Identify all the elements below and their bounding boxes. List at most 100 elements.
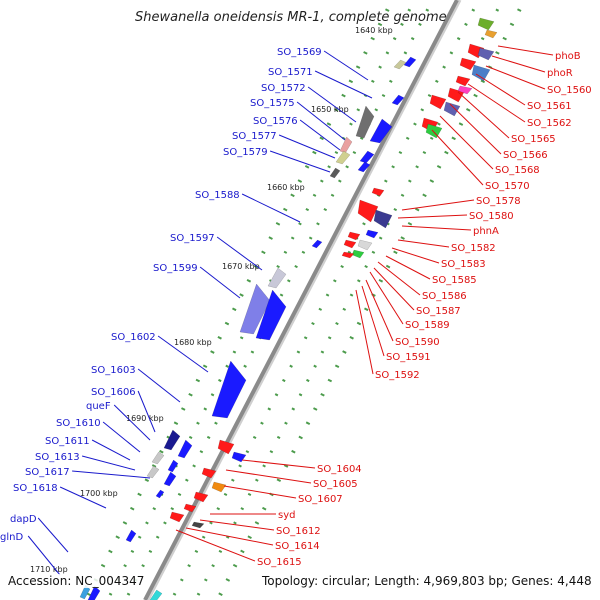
gene-label-left-11: SO_1603 <box>91 365 136 376</box>
reverse-gene-16 <box>365 229 379 239</box>
gene-layer <box>79 17 498 600</box>
reverse-gene-10 <box>443 101 461 117</box>
gene-label-right-7: SO_1568 <box>495 165 540 176</box>
gene-label-left-1: SO_1571 <box>268 67 313 78</box>
reverse-gene-12 <box>425 123 443 139</box>
gene-label-right-4: SO_1562 <box>527 118 572 129</box>
gene-label-left-9: SO_1599 <box>153 263 198 274</box>
gene-label-right-13: SO_1583 <box>441 259 486 270</box>
tick-label-2: 1660 kbp <box>267 183 305 192</box>
forward-gene-15 <box>163 429 181 451</box>
leader-line-left-10 <box>157 335 209 373</box>
gene-label-right-17: SO_1589 <box>405 320 450 331</box>
leader-line-left-5 <box>278 134 336 159</box>
reverse-gene-19 <box>357 239 373 251</box>
leader-line-right-15 <box>377 261 421 296</box>
leader-line-left-9 <box>199 266 241 299</box>
leader-line-left-12 <box>137 390 156 433</box>
gene-label-left-3: SO_1575 <box>250 98 295 109</box>
tick-label-3: 1670 kbp <box>222 262 260 271</box>
leader-line-right-17 <box>369 271 404 325</box>
reverse-gene-17 <box>347 231 361 241</box>
reverse-gene-0 <box>477 17 495 31</box>
forward-gene-7 <box>359 150 375 164</box>
forward-gene-3 <box>355 105 375 139</box>
gene-label-right-15: SO_1586 <box>422 291 467 302</box>
gene-label-left-14: SO_1610 <box>56 418 101 429</box>
leader-line-left-7 <box>241 193 301 223</box>
reverse-gene-21 <box>341 251 355 259</box>
gene-label-right-14: SO_1585 <box>432 275 477 286</box>
gene-label-left-5: SO_1577 <box>232 131 277 142</box>
reverse-gene-1 <box>484 29 498 39</box>
tick-layer: 1640 kbp 1650 kbp 1660 kbp 1670 kbp 1680 kbp… <box>30 0 527 600</box>
forward-gene-10 <box>311 239 323 249</box>
leader-line-right-20 <box>355 289 374 375</box>
leader-line-right-22 <box>225 469 312 484</box>
leader-line-right-5 <box>457 91 510 139</box>
gene-label-right-25: SO_1612 <box>276 526 321 537</box>
leader-line-right-8 <box>431 129 484 186</box>
gene-label-right-11: phnA <box>473 226 499 237</box>
forward-gene-18 <box>167 459 179 473</box>
leader-line-right-6 <box>449 103 502 155</box>
reverse-gene-26 <box>193 491 209 503</box>
forward-gene-8 <box>357 161 371 173</box>
gene-label-right-9: SO_1578 <box>476 196 521 207</box>
reverse-gene-29 <box>191 521 205 529</box>
genome-summary-text: Topology: circular; Length: 4,969,803 bp… <box>262 574 592 588</box>
tick-label-0: 1640 kbp <box>355 26 393 35</box>
leader-line-right-2 <box>485 65 546 90</box>
gene-label-left-2: SO_1572 <box>261 83 306 94</box>
forward-gene-11 <box>267 267 287 289</box>
reverse-gene-13 <box>371 187 385 197</box>
reverse-gene-20 <box>351 249 365 259</box>
leader-line-right-0 <box>497 45 554 56</box>
reverse-gene-27 <box>183 503 197 513</box>
accession-text: Accession: NC_004347 <box>8 574 145 588</box>
gene-label-left-6: SO_1579 <box>223 147 268 158</box>
leader-line-left-3 <box>296 101 346 141</box>
leader-line-left-0 <box>323 50 369 81</box>
forward-gene-2 <box>391 94 405 106</box>
gene-label-right-18: SO_1590 <box>395 337 440 348</box>
leader-line-left-19 <box>37 517 69 553</box>
leader-line-right-21 <box>241 459 316 469</box>
gene-label-left-0: SO_1569 <box>277 47 322 58</box>
gene-label-right-8: SO_1570 <box>485 181 530 192</box>
leader-line-left-13 <box>113 404 151 441</box>
reverse-gene-15 <box>373 209 393 229</box>
forward-gene-23 <box>87 585 101 600</box>
gene-label-left-15: SO_1611 <box>45 436 90 447</box>
leader-line-right-25 <box>199 519 275 531</box>
leader-line-right-26 <box>185 527 274 546</box>
gene-label-right-27: SO_1615 <box>257 557 302 568</box>
reverse-gene-25 <box>211 481 227 493</box>
label-layer: SO_1569 SO_1571 SO_1572 SO_1575 SO_1576 SO_15… <box>0 47 592 568</box>
gene-label-right-21: SO_1604 <box>317 464 362 475</box>
leader-line-left-18 <box>59 486 107 509</box>
reverse-gene-4 <box>459 57 477 71</box>
gene-label-right-10: SO_1580 <box>469 211 514 222</box>
gene-label-right-1: phoR <box>547 68 573 79</box>
forward-gene-25 <box>149 589 163 600</box>
forward-gene-5 <box>339 136 353 154</box>
gene-label-right-0: phoB <box>555 51 581 62</box>
leader-line-left-20 <box>27 535 61 576</box>
tick-label-4: 1680 kbp <box>174 338 212 347</box>
leader-line-left-1 <box>314 70 373 99</box>
leader-line-right-4 <box>467 83 526 123</box>
forward-gene-13 <box>255 289 287 341</box>
map-title: Shewanella oneidensis MR-1, complete gen… <box>135 10 447 25</box>
gene-label-right-22: SO_1605 <box>313 479 358 490</box>
gene-label-left-4: SO_1576 <box>253 116 298 127</box>
leader-line-right-27 <box>175 529 256 562</box>
gene-label-right-23: SO_1607 <box>298 494 343 505</box>
leader-line-right-7 <box>439 115 494 170</box>
tick-label-1: 1650 kbp <box>311 105 349 114</box>
reverse-gene-14 <box>357 199 379 223</box>
reverse-gene-5 <box>471 64 491 82</box>
gene-label-left-10: SO_1602 <box>111 332 156 343</box>
